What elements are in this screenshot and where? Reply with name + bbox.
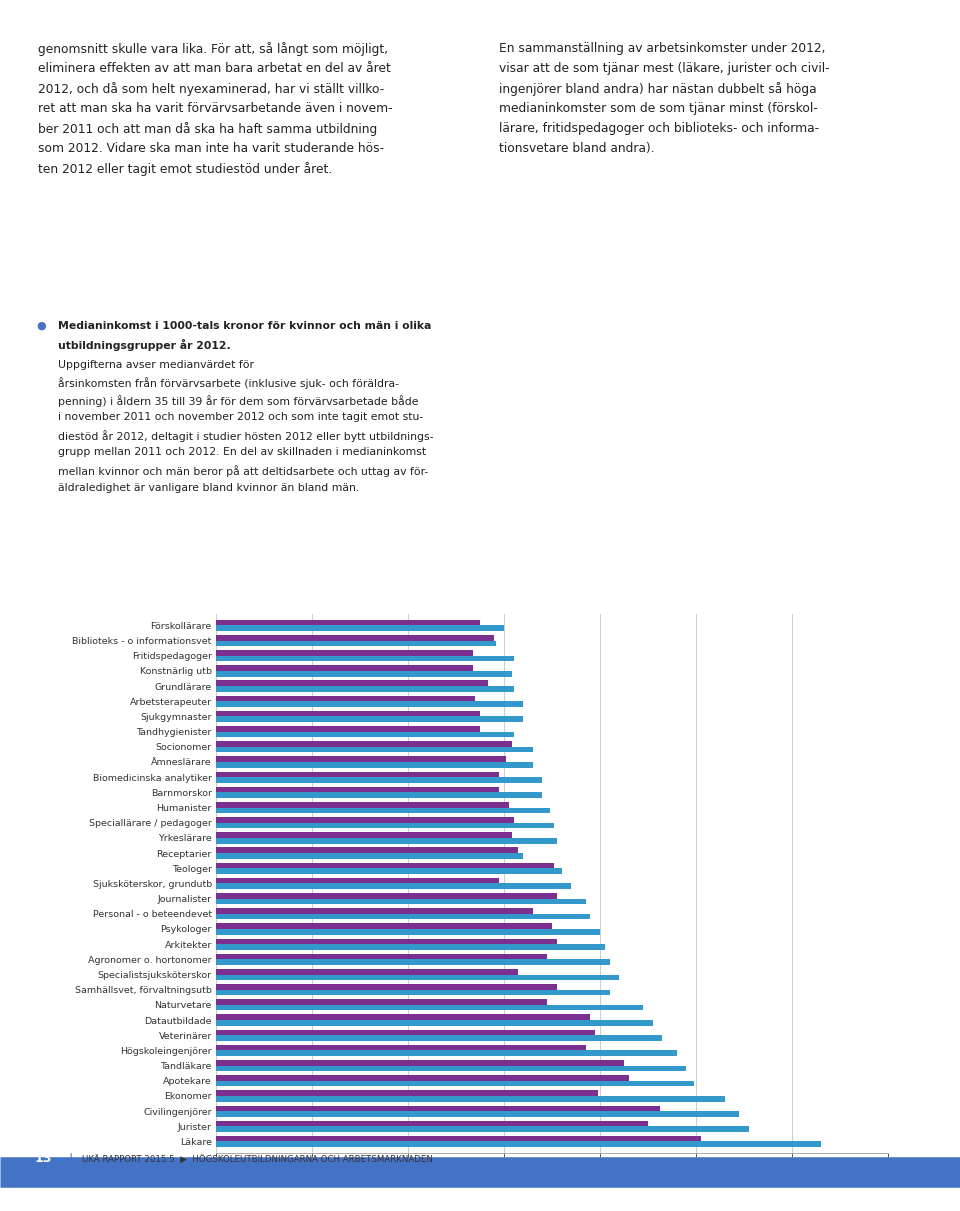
Text: äldraledighet är vanligare bland kvinnor än bland män.: äldraledighet är vanligare bland kvinnor… (58, 483, 359, 493)
Text: 2012, och då som helt nyexaminerad, har vi ställt villko-: 2012, och då som helt nyexaminerad, har … (38, 82, 385, 97)
Bar (216, 959, 610, 965)
Bar (216, 695, 475, 701)
Bar (216, 929, 600, 935)
Text: årsinkomsten från förvärvsarbete (inklusive sjuk- och föräldra-: årsinkomsten från förvärvsarbete (inklus… (58, 378, 398, 389)
Bar (216, 650, 473, 655)
Bar (216, 787, 499, 792)
Text: i november 2011 och november 2012 och som inte tagit emot stu-: i november 2011 och november 2012 och so… (58, 412, 422, 423)
Text: mellan kvinnor och män beror på att deltidsarbete och uttag av för-: mellan kvinnor och män beror på att delt… (58, 465, 428, 477)
Bar (216, 893, 557, 899)
Text: |: | (68, 1153, 72, 1165)
Bar (216, 1136, 701, 1142)
Bar (216, 771, 499, 777)
Bar (216, 822, 554, 828)
Bar (216, 802, 509, 808)
Text: utbildningsgrupper år 2012.: utbildningsgrupper år 2012. (58, 338, 230, 350)
Bar (216, 665, 473, 671)
Bar (216, 853, 523, 859)
Bar (216, 1015, 590, 1020)
Text: 13: 13 (35, 1153, 52, 1165)
Bar (216, 808, 550, 813)
Bar (216, 792, 542, 798)
Bar (216, 848, 518, 853)
Text: lärare, fritidspedagoger och biblioteks- och informa-: lärare, fritidspedagoger och biblioteks-… (499, 122, 819, 136)
Bar (216, 975, 619, 980)
Bar (216, 908, 533, 914)
Bar (216, 1066, 686, 1072)
Text: ten 2012 eller tagit emot studiestöd under året.: ten 2012 eller tagit emot studiestöd und… (38, 162, 333, 177)
Bar (216, 625, 504, 631)
Bar (216, 1075, 629, 1080)
Bar (216, 681, 488, 687)
Bar (216, 838, 557, 844)
Bar (216, 1090, 598, 1096)
Bar (216, 923, 552, 929)
Text: En sammanställning av arbetsinkomster under 2012,: En sammanställning av arbetsinkomster un… (499, 42, 826, 56)
Bar (216, 1096, 725, 1102)
Bar (216, 655, 514, 661)
Text: medianinkomster som de som tjänar minst (förskol-: medianinkomster som de som tjänar minst … (499, 103, 818, 115)
Bar (216, 641, 496, 647)
Bar (216, 762, 533, 768)
Text: grupp mellan 2011 och 2012. En del av skillnaden i medianinkomst: grupp mellan 2011 och 2012. En del av sk… (58, 448, 425, 458)
Bar (216, 1142, 821, 1147)
Bar (216, 777, 542, 782)
Bar (216, 701, 523, 707)
Text: tionsvetare bland andra).: tionsvetare bland andra). (499, 143, 655, 155)
Text: ●: ● (36, 321, 46, 331)
Bar (216, 1035, 662, 1040)
Text: UKÄ RAPPORT 2015:5  ▶  HÖGSKOLEUTBILDNINGARNA OCH ARBETSMARKNADEN: UKÄ RAPPORT 2015:5 ▶ HÖGSKOLEUTBILDNINGA… (82, 1154, 432, 1164)
Bar (216, 1080, 694, 1086)
Text: ingenjörer bland andra) har nästan dubbelt så höga: ingenjörer bland andra) har nästan dubbe… (499, 82, 817, 97)
Bar (216, 1045, 586, 1050)
Bar (216, 884, 571, 889)
Bar (216, 1120, 648, 1126)
Bar (216, 878, 499, 884)
Bar (216, 914, 590, 919)
Bar (216, 832, 512, 838)
Bar (216, 817, 514, 822)
Bar (216, 1112, 739, 1117)
Bar (216, 969, 518, 975)
Bar (216, 731, 514, 737)
Bar (216, 687, 514, 691)
Text: Medianinkomst i 1000-tals kronor för kvinnor och män i olika: Medianinkomst i 1000-tals kronor för kvi… (58, 321, 431, 331)
Bar (216, 747, 533, 752)
Bar (216, 1005, 643, 1010)
Bar (216, 635, 494, 641)
Text: penning) i åldern 35 till 39 år för dem som förvärvsarbetade både: penning) i åldern 35 till 39 år för dem … (58, 395, 419, 407)
Bar (216, 985, 557, 989)
Bar (216, 989, 610, 995)
Bar (216, 711, 480, 717)
Text: ret att man ska ha varit förvärvsarbetande även i novem-: ret att man ska ha varit förvärvsarbetan… (38, 103, 393, 115)
Bar (216, 1050, 677, 1056)
Bar (216, 741, 512, 747)
Bar (216, 727, 480, 731)
Bar (216, 671, 512, 677)
Bar (216, 1106, 660, 1112)
Bar (216, 899, 586, 905)
Bar (216, 1029, 595, 1035)
Bar (216, 999, 547, 1005)
Bar (216, 862, 554, 868)
Bar (216, 1060, 624, 1066)
Bar (216, 954, 547, 959)
Text: eliminera effekten av att man bara arbetat en del av året: eliminera effekten av att man bara arbet… (38, 63, 392, 75)
Bar (216, 620, 480, 625)
Bar (216, 757, 506, 762)
Bar (216, 868, 562, 874)
Bar (216, 717, 523, 722)
Text: ber 2011 och att man då ska ha haft samma utbildning: ber 2011 och att man då ska ha haft samm… (38, 122, 377, 137)
Bar (216, 939, 557, 945)
Text: som 2012. Vidare ska man inte ha varit studerande hös-: som 2012. Vidare ska man inte ha varit s… (38, 143, 385, 155)
Text: genomsnitt skulle vara lika. För att, så långt som möjligt,: genomsnitt skulle vara lika. För att, så… (38, 42, 389, 57)
Bar (216, 1020, 653, 1026)
Text: Uppgifterna avser medianvärdet för: Uppgifterna avser medianvärdet för (58, 360, 253, 369)
Bar (216, 1126, 749, 1132)
Text: visar att de som tjänar mest (läkare, jurister och civil-: visar att de som tjänar mest (läkare, ju… (499, 63, 829, 75)
Bar (216, 945, 605, 949)
Text: diestöd år 2012, deltagit i studier hösten 2012 eller bytt utbildnings-: diestöd år 2012, deltagit i studier höst… (58, 430, 433, 442)
